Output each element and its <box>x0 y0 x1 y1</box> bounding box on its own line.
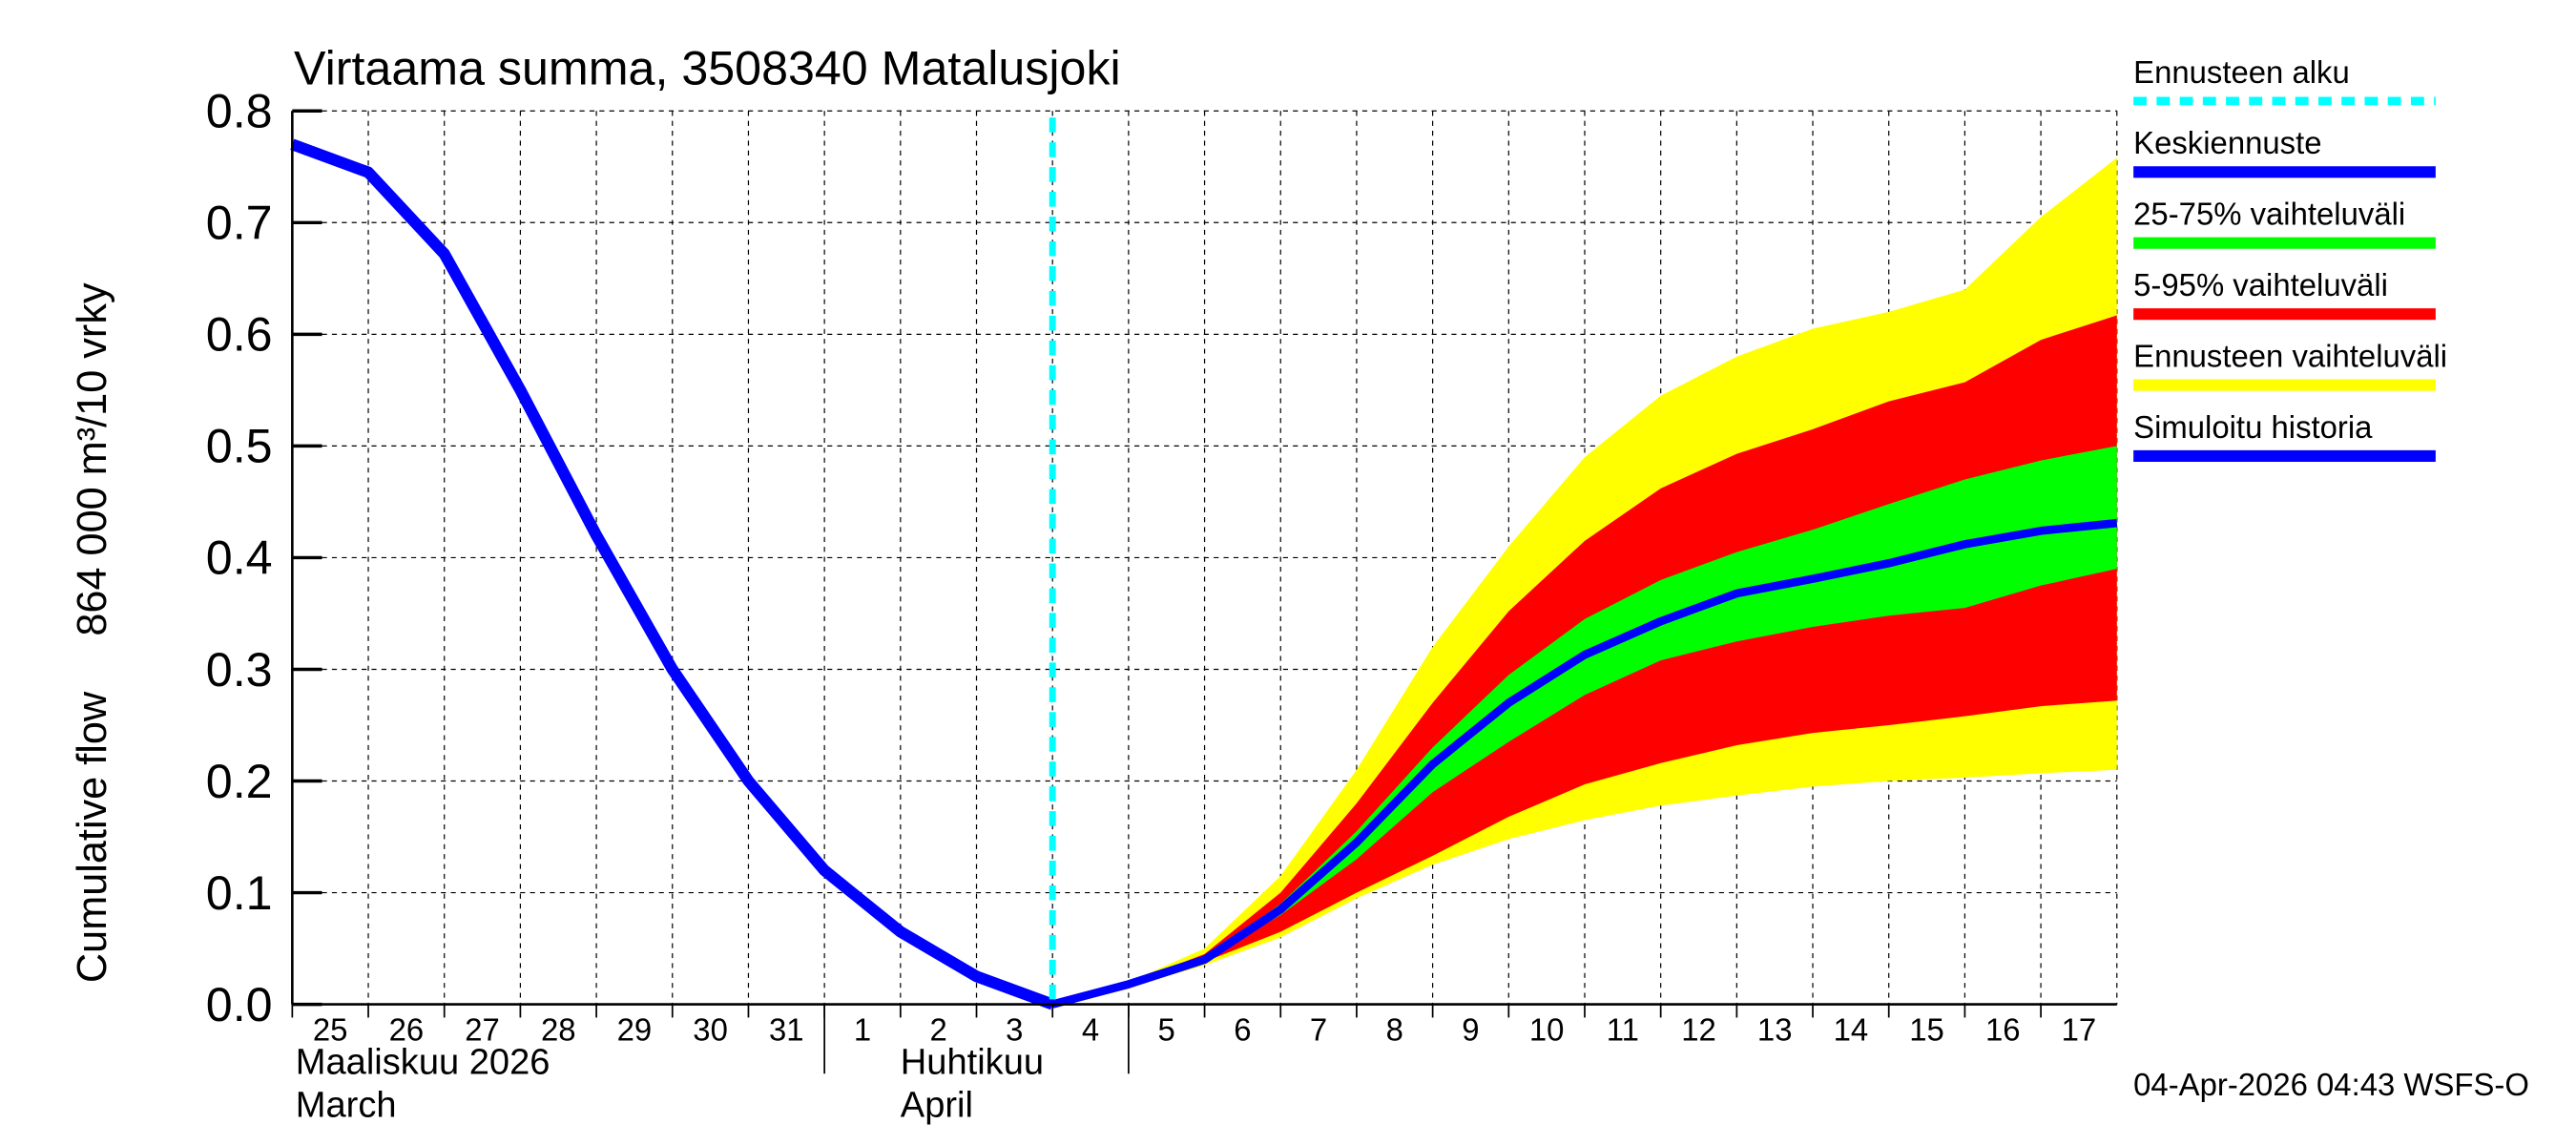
x-day-label: 14 <box>1834 1012 1869 1048</box>
x-day-label: 8 <box>1386 1012 1403 1048</box>
y-tick-label: 0.5 <box>206 420 273 473</box>
x-day-label: 11 <box>1607 1012 1639 1048</box>
p25-75-band <box>1052 446 2117 1005</box>
x-day-label: 1 <box>854 1012 871 1048</box>
footer-timestamp: 04-Apr-2026 04:43 WSFS-O <box>2133 1067 2529 1102</box>
x-day-label: 27 <box>465 1012 500 1048</box>
legend: Ennusteen alku Keskiennuste 25-75% vaihtel… <box>2133 54 2447 463</box>
legend-label: Ennusteen vaihteluväli <box>2133 339 2447 374</box>
x-day-label: 17 <box>2062 1012 2097 1048</box>
legend-label: Ennusteen alku <box>2133 54 2350 90</box>
y-tick-label: 0.8 <box>206 85 273 138</box>
month-label: Maaliskuu 2026 <box>296 1042 551 1082</box>
y-tick-label: 0.1 <box>206 866 273 920</box>
legend-label: Keskiennuste <box>2133 125 2321 160</box>
x-day-label: 29 <box>617 1012 653 1048</box>
x-day-label: 6 <box>1234 1012 1251 1048</box>
x-day-label: 15 <box>1909 1012 1944 1048</box>
series-lines <box>290 117 2118 1010</box>
median-forecast-line <box>1051 518 2118 1009</box>
chart-title: Virtaama summa, 3508340 Matalusjoki <box>294 42 1121 95</box>
axes: 0.00.10.20.30.40.50.60.70.825 26 27 28 29 30 3… <box>206 85 2117 1125</box>
y-tick-label: 0.4 <box>206 531 273 585</box>
x-day-label: 2 <box>930 1012 947 1048</box>
x-day-label: 30 <box>693 1012 728 1048</box>
x-day-label: 16 <box>1985 1012 2021 1048</box>
legend-label: 5-95% vaihteluväli <box>2133 267 2388 302</box>
x-day-label: 3 <box>1006 1012 1023 1048</box>
simulated-history-line <box>290 138 1055 1010</box>
x-day-label: 4 <box>1082 1012 1099 1048</box>
x-day-label: 25 <box>313 1012 348 1048</box>
x-day-label: 12 <box>1681 1012 1716 1048</box>
x-day-label: 13 <box>1757 1012 1793 1048</box>
y-tick-label: 0.6 <box>206 308 273 362</box>
month-label: April <box>901 1085 973 1125</box>
month-label: Huhtikuu <box>901 1042 1044 1082</box>
legend-label: 25-75% vaihteluväli <box>2133 197 2405 232</box>
y-axis-label-bottom: Cumulative flow <box>70 691 115 983</box>
x-day-label: 7 <box>1310 1012 1327 1048</box>
x-day-label: 31 <box>769 1012 804 1048</box>
x-day-label: 10 <box>1529 1012 1565 1048</box>
x-day-label: 5 <box>1158 1012 1175 1048</box>
y-tick-label: 0.0 <box>206 978 273 1031</box>
legend-label: Simuloitu historia <box>2133 409 2373 445</box>
month-label: March <box>296 1085 397 1125</box>
y-tick-label: 0.7 <box>206 197 273 250</box>
x-day-label: 26 <box>389 1012 425 1048</box>
y-tick-label: 0.3 <box>206 643 273 697</box>
y-tick-label: 0.2 <box>206 755 273 808</box>
x-day-label: 28 <box>541 1012 576 1048</box>
y-axis-label-top: 864 000 m³/10 vrky <box>70 282 115 636</box>
x-day-label: 9 <box>1462 1012 1479 1048</box>
forecast-bands <box>1052 157 2117 1005</box>
